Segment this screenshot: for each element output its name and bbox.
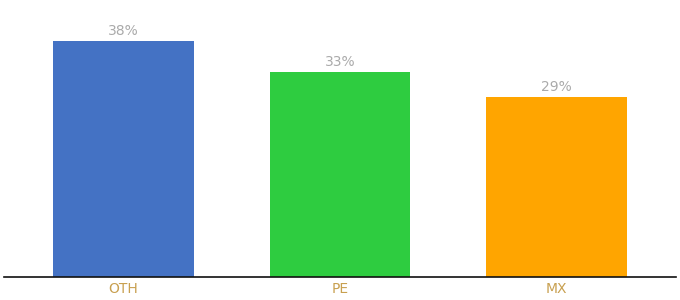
- Bar: [486, 97, 627, 277]
- Bar: [269, 72, 411, 277]
- Text: 33%: 33%: [324, 55, 356, 69]
- Text: 38%: 38%: [108, 24, 139, 38]
- Text: 29%: 29%: [541, 80, 572, 94]
- Bar: [53, 41, 194, 277]
